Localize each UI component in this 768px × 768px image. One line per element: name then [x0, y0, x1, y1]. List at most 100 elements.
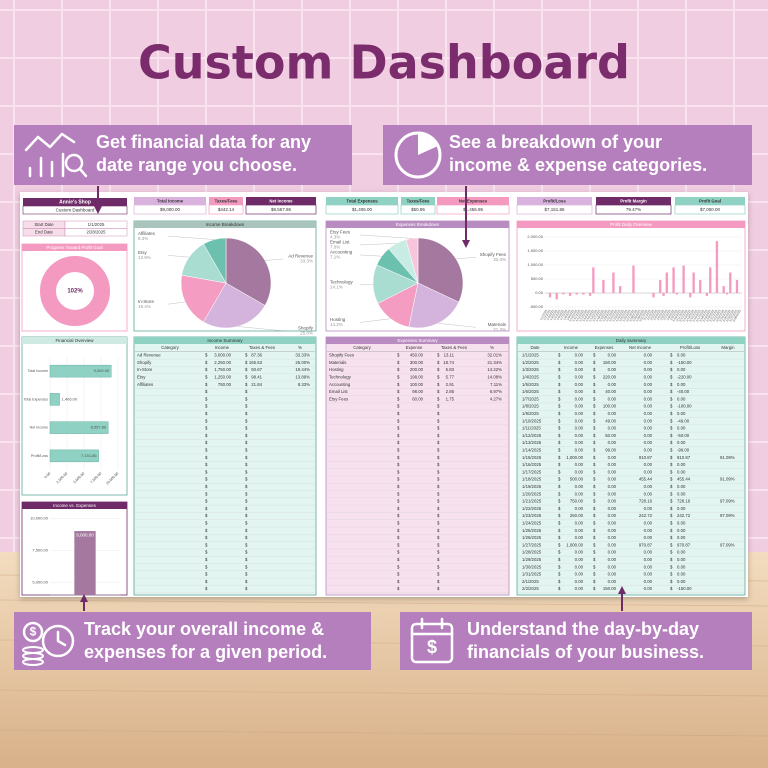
- currency-symbol: $: [670, 404, 673, 409]
- x-tick-label: 1/6/2025: [556, 309, 565, 321]
- table-cell: Ad Revenue: [137, 353, 161, 358]
- panel: [516, 220, 746, 332]
- currency-symbol: $: [205, 521, 208, 526]
- table-cell: 0.00: [644, 367, 653, 372]
- table-cell: 1/31/2025: [522, 572, 542, 577]
- bar: [49, 421, 109, 434]
- table-cell: 0.00: [644, 404, 653, 409]
- callout-text: expenses for a given period.: [84, 642, 327, 662]
- currency-symbol: $: [593, 535, 596, 540]
- leader-line: [167, 255, 190, 258]
- x-tick-label: 1/4/2025: [549, 309, 558, 321]
- table-cell: 100.00: [410, 382, 424, 387]
- table-cell: 0.00: [677, 579, 686, 584]
- currency-symbol: $: [397, 572, 400, 577]
- x-tick-label: 2/12/2025: [678, 309, 688, 323]
- x-tick-label: 2/28/2025: [732, 309, 742, 323]
- currency-symbol: $: [593, 477, 596, 482]
- panel-title: Daily Summary: [616, 338, 647, 343]
- table-cell: 0.00: [575, 396, 584, 401]
- table-cell: 0.00: [677, 426, 686, 431]
- table-cell: 0.00: [575, 586, 584, 591]
- bar: [682, 265, 685, 294]
- table-cell: 0.00: [608, 469, 617, 474]
- currency-symbol: $: [245, 513, 248, 518]
- table-cell: -150.00: [677, 586, 692, 591]
- currency-symbol: $: [593, 579, 596, 584]
- table-cell: 0.00: [608, 535, 617, 540]
- table-cell: 1/15/2025: [522, 455, 542, 460]
- currency-symbol: $: [558, 382, 561, 387]
- currency-symbol: $: [670, 513, 673, 518]
- currency-symbol: $: [205, 375, 208, 380]
- panel-header: [517, 337, 745, 344]
- table-cell: Accounting: [329, 382, 351, 387]
- table-cell: 0.00: [608, 484, 617, 489]
- table-cell: 1/1/2025: [522, 353, 539, 358]
- column-header: Expense: [406, 345, 423, 350]
- x-tick-label: 1/25/2025: [618, 309, 628, 323]
- table-cell: Etsy: [137, 375, 146, 380]
- table-cell: 0.00: [644, 382, 653, 387]
- currency-symbol: $: [437, 353, 440, 358]
- currency-symbol: $: [205, 499, 208, 504]
- bar: [618, 286, 622, 294]
- currency-symbol: $: [558, 411, 561, 416]
- table-cell: 2,250.00: [214, 360, 231, 365]
- x-tick-label: 2/8/2025: [666, 309, 675, 321]
- table-cell: 0.00: [608, 550, 617, 555]
- bar: [715, 241, 719, 294]
- table-cell: 1/23/2025: [522, 513, 542, 518]
- pie-slice: [225, 237, 272, 306]
- x-tick-label: 1/1/2025: [539, 309, 548, 321]
- table-cell: 728.16: [677, 499, 691, 504]
- currency-symbol: $: [593, 521, 596, 526]
- leader-line: [359, 254, 382, 257]
- y-tick-label: 2,000.00: [527, 234, 543, 239]
- slice-label: In-Store: [138, 299, 155, 304]
- panel-title: Income Summary: [207, 338, 243, 343]
- currency-symbol: $: [205, 404, 208, 409]
- column-header: Net Income: [629, 345, 652, 350]
- currency-symbol: $: [397, 564, 400, 569]
- table-cell: 13.11: [444, 353, 455, 358]
- table-cell: -99.00: [677, 448, 690, 453]
- currency-symbol: $: [245, 389, 248, 394]
- slice-value: 25.0%: [300, 331, 313, 336]
- bar: [659, 280, 662, 294]
- table-cell: 50.00: [605, 433, 616, 438]
- currency-symbol: $: [558, 550, 561, 555]
- table-cell: 1/4/2025: [522, 375, 539, 380]
- table-cell: 200.00: [410, 367, 424, 372]
- currency-symbol: $: [397, 455, 400, 460]
- currency-symbol: $: [205, 440, 208, 445]
- table-cell: 0.00: [644, 572, 653, 577]
- currency-symbol: $: [558, 396, 561, 401]
- currency-symbol: $: [397, 477, 400, 482]
- bar: [592, 267, 595, 294]
- table-cell: -49.00: [677, 418, 690, 423]
- currency-symbol: $: [558, 469, 561, 474]
- panel-title: Progress Toward Profit Goal: [46, 245, 102, 250]
- table-cell: 0.00: [677, 382, 686, 387]
- callout-text: See a breakdown of your: [449, 132, 662, 152]
- column-header: Category: [161, 345, 179, 350]
- currency-symbol: $: [558, 389, 561, 394]
- table-cell: 0.00: [575, 535, 584, 540]
- currency-symbol: $: [558, 521, 561, 526]
- kpi-header: [675, 197, 745, 205]
- table-cell: 1/5/2025: [522, 382, 539, 387]
- x-tick-label: 1/12/2025: [575, 309, 585, 323]
- table-cell: 0.00: [644, 550, 653, 555]
- kpi-header: [209, 197, 243, 205]
- slice-label: Etsy Fees: [330, 230, 351, 235]
- table-cell: 0.00: [575, 579, 584, 584]
- icon: [78, 167, 88, 178]
- bar: [729, 272, 732, 294]
- table-cell: 500.00: [570, 477, 584, 482]
- currency-symbol: $: [670, 418, 673, 423]
- currency-symbol: $: [245, 469, 248, 474]
- callout-text: Get financial data for any: [96, 132, 311, 152]
- table-cell: 4.27%: [490, 396, 502, 401]
- icon: [410, 622, 454, 664]
